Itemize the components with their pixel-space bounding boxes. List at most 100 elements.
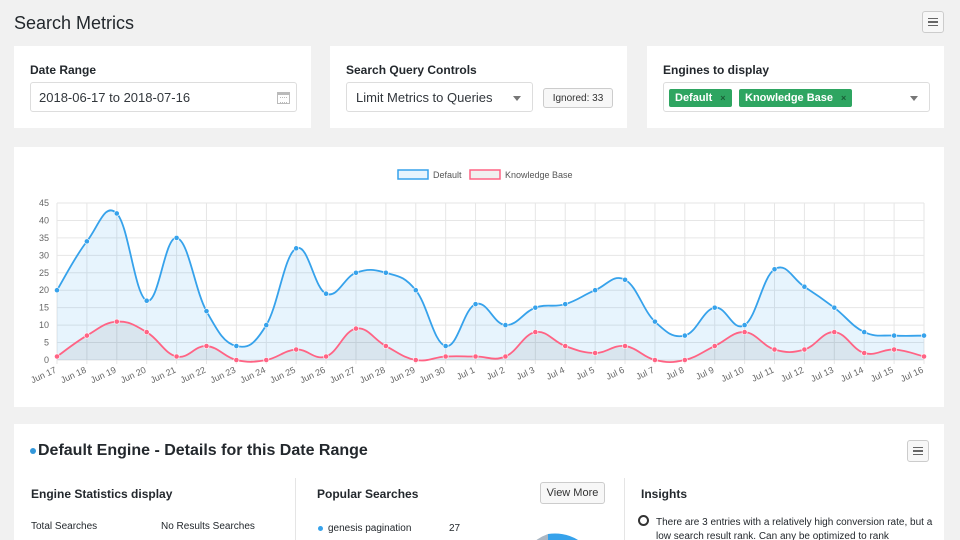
details-title: Default Engine - Details for this Date R… <box>38 442 368 459</box>
data-point <box>622 276 628 283</box>
data-point <box>323 353 329 360</box>
view-more-button[interactable]: View More <box>540 482 605 504</box>
x-tick-label: Jun 29 <box>388 365 417 385</box>
x-tick-label: Jun 24 <box>238 365 267 385</box>
data-point <box>353 269 359 276</box>
y-tick-label: 10 <box>39 320 49 330</box>
x-tick-label: Jul 5 <box>575 365 596 382</box>
page-menu-button[interactable] <box>922 11 944 33</box>
details-card <box>14 424 944 540</box>
data-point <box>263 322 270 329</box>
legend-swatch-1 <box>469 169 501 180</box>
x-tick-label: Jul 1 <box>455 365 476 382</box>
y-tick-label: 40 <box>39 215 49 225</box>
data-point <box>592 287 599 294</box>
vertical-divider <box>295 478 296 540</box>
x-tick-label: Jun 30 <box>418 365 447 385</box>
engines-select[interactable]: Default × Knowledge Base × <box>663 82 930 112</box>
data-point <box>861 329 868 335</box>
insight-icon <box>638 515 649 526</box>
x-tick-label: Jun 25 <box>268 365 297 385</box>
data-point <box>861 350 868 356</box>
x-tick-label: Jun 19 <box>89 365 118 385</box>
date-range-card: Date Range 2018-06-17 to 2018-07-16 <box>14 46 311 128</box>
engine-tag-knowledge-base: Knowledge Base × <box>739 89 853 107</box>
data-point <box>562 301 569 308</box>
x-tick-label: Jul 7 <box>634 365 655 382</box>
data-point <box>293 346 300 353</box>
ignored-queries-button[interactable]: Ignored: 33 <box>543 88 613 108</box>
data-point <box>143 297 150 304</box>
calendar-icon[interactable] <box>277 92 290 104</box>
data-point <box>173 353 180 360</box>
x-tick-label: Jun 21 <box>149 365 178 385</box>
data-point <box>203 343 210 349</box>
section-dot-icon <box>30 448 36 454</box>
vertical-divider <box>624 478 625 540</box>
x-tick-label: Jul 3 <box>515 365 536 382</box>
data-point <box>831 329 838 335</box>
query-controls-card: Search Query Controls Limit Metrics to Q… <box>330 46 627 128</box>
data-point <box>412 357 419 363</box>
data-point <box>921 332 927 339</box>
data-point <box>652 357 658 363</box>
data-point <box>532 304 539 311</box>
data-point <box>83 238 90 245</box>
y-tick-label: 0 <box>44 355 49 365</box>
date-range-value: 2018-06-17 to 2018-07-16 <box>39 89 191 105</box>
x-tick-label: Jul 8 <box>664 365 685 382</box>
data-point <box>323 290 329 297</box>
query-limit-value: Limit Metrics to Queries <box>356 89 493 105</box>
data-point <box>592 350 599 356</box>
engine-statistics-title: Engine Statistics display <box>31 487 173 501</box>
x-tick-label: Jul 2 <box>485 365 506 382</box>
chevron-down-icon <box>910 96 918 101</box>
x-tick-label: Jul 6 <box>604 365 625 382</box>
y-tick-label: 5 <box>44 338 49 348</box>
data-point <box>442 343 449 349</box>
data-point <box>652 318 658 325</box>
data-point <box>891 332 898 339</box>
data-point <box>54 287 60 294</box>
x-tick-label: Jun 20 <box>119 365 148 385</box>
data-point <box>502 322 509 329</box>
x-tick-label: Jul 10 <box>719 365 745 384</box>
no-results-searches-label: No Results Searches <box>161 521 255 532</box>
x-tick-label: Jun 17 <box>29 365 58 385</box>
engines-label: Engines to display <box>663 63 770 77</box>
query-limit-select[interactable]: Limit Metrics to Queries <box>346 82 533 112</box>
legend-label: Knowledge Base <box>505 170 573 180</box>
x-tick-label: Jul 13 <box>809 365 835 384</box>
x-tick-label: Jul 12 <box>779 365 805 384</box>
x-tick-label: Jun 22 <box>179 365 208 385</box>
data-point <box>293 245 300 252</box>
popular-searches-title: Popular Searches <box>317 487 419 501</box>
data-point <box>382 269 389 276</box>
data-point <box>442 353 449 360</box>
remove-default-icon[interactable]: × <box>720 93 726 103</box>
data-point <box>711 343 718 349</box>
data-point <box>771 266 778 273</box>
popular-search-term[interactable]: genesis pagination <box>328 523 412 534</box>
y-tick-label: 15 <box>39 303 49 313</box>
data-point <box>113 318 120 325</box>
data-point <box>263 357 270 363</box>
data-point <box>801 283 808 290</box>
x-tick-label: Jul 11 <box>750 365 775 384</box>
chevron-down-icon <box>513 96 521 101</box>
data-point <box>711 304 718 311</box>
date-range-input[interactable]: 2018-06-17 to 2018-07-16 <box>30 82 297 112</box>
query-controls-label: Search Query Controls <box>346 63 477 77</box>
y-tick-label: 45 <box>39 198 49 208</box>
series-area-0 <box>57 210 924 360</box>
remove-knowledge-base-icon[interactable]: × <box>841 93 847 103</box>
details-menu-button[interactable] <box>907 440 929 462</box>
data-point <box>472 353 479 360</box>
total-searches-label: Total Searches <box>31 521 98 532</box>
data-point <box>412 287 419 294</box>
data-point <box>203 308 210 315</box>
y-tick-label: 35 <box>39 233 49 243</box>
data-point <box>681 332 688 339</box>
insights-title: Insights <box>641 487 688 501</box>
